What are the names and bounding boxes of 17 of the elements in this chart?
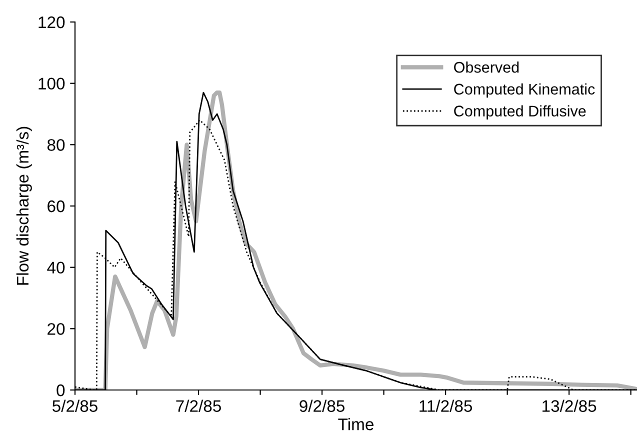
- y-tick-label: 120: [38, 16, 65, 28]
- y-tick-label: 40: [47, 262, 65, 274]
- x-tick-label: 13/2/85: [542, 400, 596, 412]
- y-tick-label: 80: [47, 139, 65, 151]
- y-tick-label: 60: [48, 200, 65, 212]
- x-tick-label: 9/2/85: [300, 400, 345, 412]
- x-tick-label: 7/2/85: [176, 400, 221, 412]
- x-axis-title: Time: [338, 418, 374, 430]
- y-tick-label: 100: [38, 78, 65, 90]
- x-tick-label: 11/2/85: [420, 400, 472, 412]
- x-tick-label: 5/2/85: [52, 400, 98, 412]
- y-tick-label: 0: [56, 384, 65, 396]
- y-axis-title: Flow discharge (m³/s): [16, 126, 32, 285]
- legend-label: Observed: [454, 62, 519, 73]
- y-tick-label: 20: [48, 323, 65, 335]
- legend-label: Computed Kinematic: [454, 83, 595, 98]
- legend-label: Computed Diffusive: [454, 105, 586, 120]
